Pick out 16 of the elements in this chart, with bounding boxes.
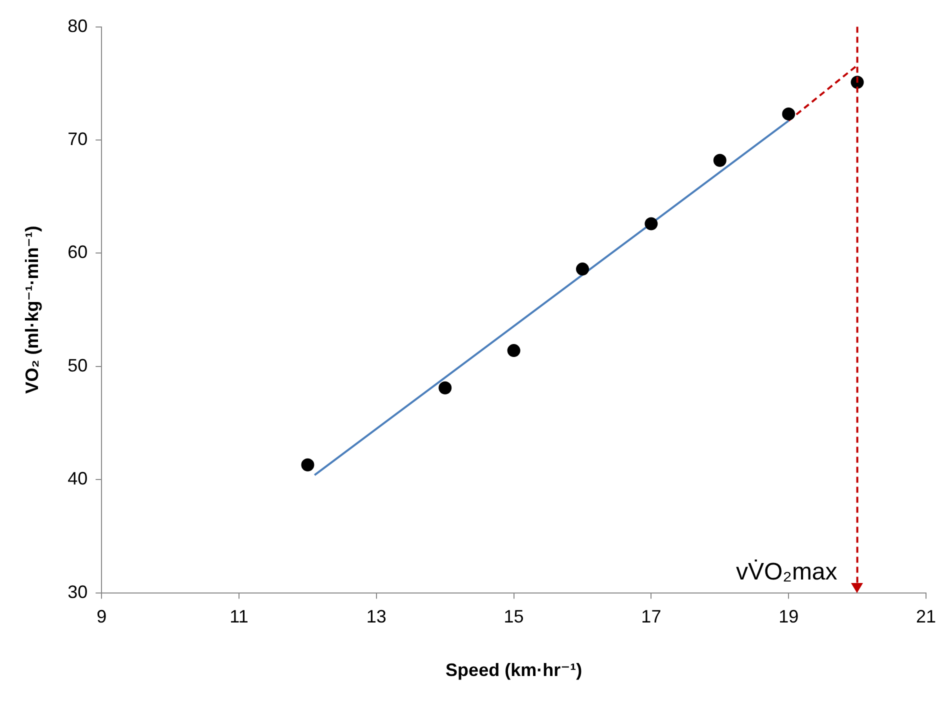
x-tick-label: 21 bbox=[916, 606, 936, 627]
x-tick-label: 9 bbox=[96, 606, 107, 627]
y-tick-label: 50 bbox=[68, 355, 88, 376]
x-axis-title: Speed (km·hr⁻¹) bbox=[446, 660, 582, 680]
x-tick-label: 13 bbox=[366, 606, 386, 627]
y-axis-title: VO₂ (ml·kg⁻¹·min⁻¹) bbox=[22, 226, 42, 394]
x-tick-label: 11 bbox=[230, 606, 248, 627]
x-tick-label: 19 bbox=[778, 606, 799, 627]
y-tick-label: 80 bbox=[68, 16, 88, 36]
y-tick-label: 60 bbox=[68, 242, 88, 262]
y-tick-label: 30 bbox=[68, 582, 88, 602]
ref-line-label: vV̇O₂max bbox=[736, 558, 838, 586]
x-tick-label: 15 bbox=[504, 606, 524, 627]
x-tick-label: 17 bbox=[641, 606, 662, 627]
y-tick-label: 40 bbox=[68, 468, 88, 489]
y-tick-label: 70 bbox=[68, 128, 88, 149]
